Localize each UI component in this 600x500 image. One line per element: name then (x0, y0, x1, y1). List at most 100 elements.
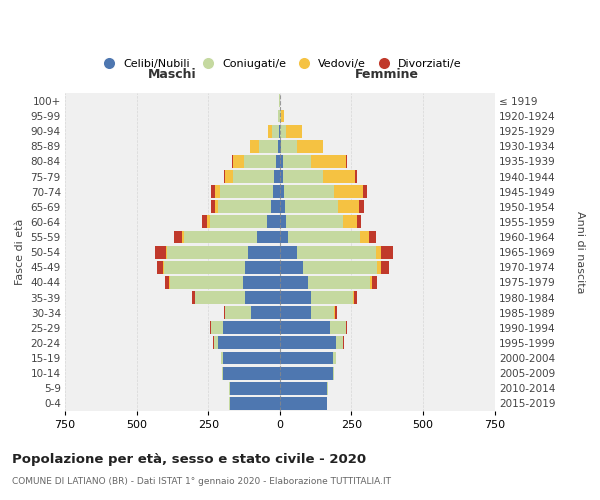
Bar (363, 185, 367, 198)
Bar (280, 216, 286, 228)
Bar (202, 216, 208, 228)
Text: COMUNE DI LATIANO (BR) - Dati ISTAT 1° gennaio 2020 - Elaborazione TUTTITALIA.IT: COMUNE DI LATIANO (BR) - Dati ISTAT 1° g… (12, 478, 391, 486)
Bar (163, 261, 164, 274)
Bar (257, 230, 280, 243)
Bar (223, 322, 280, 334)
Bar (286, 216, 343, 228)
Bar (280, 185, 284, 198)
Bar (259, 140, 278, 152)
Bar (248, 246, 280, 258)
Bar (272, 185, 280, 198)
Bar (280, 200, 285, 213)
Bar (334, 306, 335, 319)
Bar (311, 291, 353, 304)
Bar (297, 140, 323, 152)
Bar (333, 352, 335, 364)
Bar (370, 276, 373, 289)
Bar (155, 246, 166, 258)
Bar (226, 170, 233, 183)
Bar (354, 291, 357, 304)
Bar (280, 366, 333, 380)
Bar (280, 291, 311, 304)
Bar (382, 246, 393, 258)
Bar (245, 291, 280, 304)
Bar (335, 336, 343, 349)
Bar (286, 124, 302, 138)
Bar (233, 170, 274, 183)
Bar (245, 261, 280, 274)
Bar (343, 216, 357, 228)
Bar (226, 306, 251, 319)
Bar (346, 322, 347, 334)
Bar (274, 170, 280, 183)
Bar (250, 140, 259, 152)
Bar (275, 155, 280, 168)
Bar (192, 291, 195, 304)
Bar (184, 230, 257, 243)
Bar (357, 216, 361, 228)
Bar (346, 155, 347, 168)
Bar (280, 352, 333, 364)
Bar (330, 322, 346, 334)
Bar (280, 170, 283, 183)
Bar (289, 230, 360, 243)
Bar (182, 230, 184, 243)
Bar (280, 110, 281, 122)
Bar (267, 216, 280, 228)
Bar (353, 291, 354, 304)
Bar (355, 170, 357, 183)
Bar (280, 322, 330, 334)
Y-axis label: Fasce di età: Fasce di età (15, 219, 25, 286)
Bar (284, 185, 334, 198)
Bar (211, 200, 215, 213)
Bar (224, 170, 226, 183)
Bar (308, 276, 370, 289)
Bar (214, 336, 218, 349)
Bar (211, 185, 215, 198)
Bar (297, 246, 376, 258)
Bar (280, 155, 283, 168)
Bar (223, 366, 280, 380)
Bar (215, 200, 218, 213)
Bar (280, 276, 308, 289)
Bar (174, 230, 182, 243)
Text: Popolazione per età, sesso e stato civile - 2020: Popolazione per età, sesso e stato civil… (12, 452, 366, 466)
Bar (278, 140, 280, 152)
Bar (196, 291, 245, 304)
Bar (283, 170, 323, 183)
Bar (242, 276, 280, 289)
Bar (373, 276, 377, 289)
Bar (164, 261, 245, 274)
Bar (170, 276, 242, 289)
Bar (382, 261, 389, 274)
Bar (280, 397, 327, 410)
Bar (244, 155, 275, 168)
Bar (233, 155, 244, 168)
Bar (218, 200, 271, 213)
Bar (359, 200, 364, 213)
Bar (224, 306, 225, 319)
Bar (230, 397, 280, 410)
Bar (271, 200, 280, 213)
Bar (280, 336, 335, 349)
Bar (377, 261, 382, 274)
Bar (230, 382, 280, 394)
Bar (280, 306, 311, 319)
Bar (278, 110, 280, 122)
Bar (368, 230, 376, 243)
Bar (311, 155, 346, 168)
Bar (333, 366, 334, 380)
Bar (210, 322, 211, 334)
Bar (280, 124, 286, 138)
Bar (360, 230, 368, 243)
Bar (272, 124, 279, 138)
Bar (220, 185, 272, 198)
Bar (268, 124, 272, 138)
Bar (157, 261, 163, 274)
Bar (164, 276, 169, 289)
Bar (280, 382, 327, 394)
Bar (218, 336, 280, 349)
Bar (215, 185, 220, 198)
Bar (335, 306, 337, 319)
Bar (167, 246, 248, 258)
